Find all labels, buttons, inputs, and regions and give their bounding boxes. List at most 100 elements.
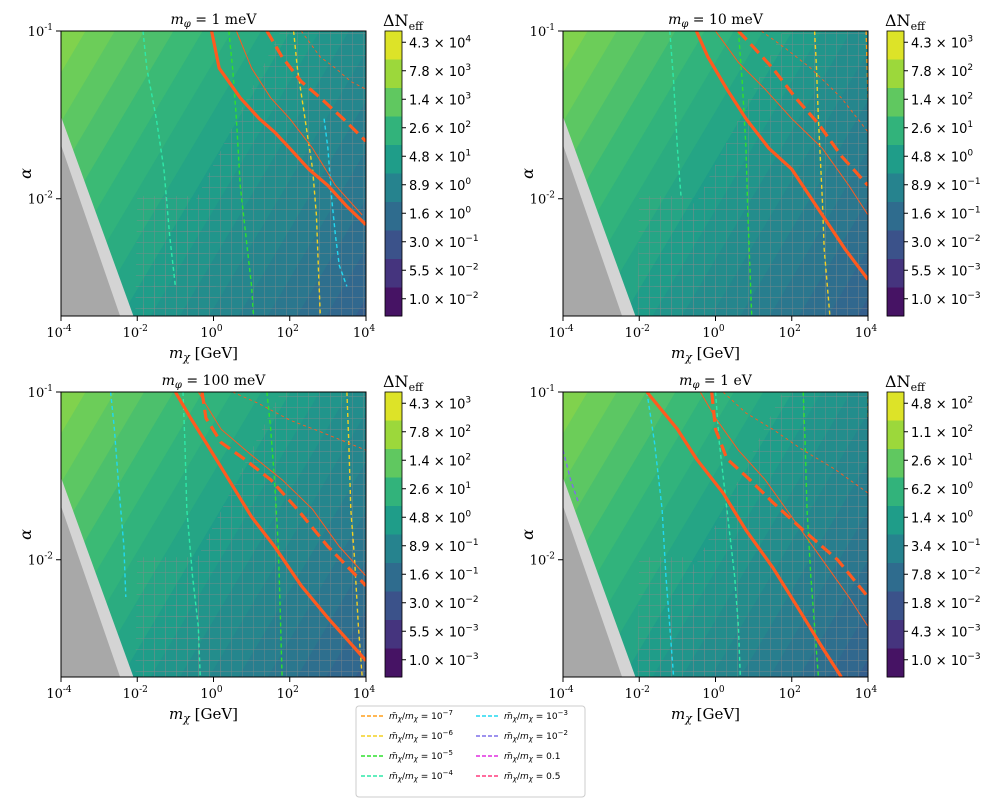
x-tick-label: 10-2 (123, 324, 148, 341)
excluded-dark-region (563, 145, 623, 316)
tick-exponent: -4 (565, 324, 574, 334)
heatmap-band (564, 31, 764, 316)
plot-area (563, 31, 868, 316)
xlabel-unit: [GeV] (190, 344, 238, 362)
excluded-dark-region (563, 506, 623, 677)
tick-base: 10 (548, 326, 565, 341)
tick-base: 10 (123, 687, 140, 702)
colorbar-mantissa: 2.6 × 10 (911, 122, 967, 137)
x-tick-label: 100 (702, 324, 725, 341)
ratio-contour-1e-5 (228, 31, 255, 316)
ratio-contour-1e-4 (142, 31, 177, 287)
colorbar-mantissa: 7.8 × 10 (911, 65, 967, 80)
colorbar-mantissa: 7.8 × 10 (911, 568, 967, 583)
tick-exponent: -4 (63, 324, 72, 334)
legend-exponent: −2 (558, 729, 568, 737)
legend-label: m̃χ/mχ = 10−3 (504, 709, 568, 723)
title-subscript: φ (175, 380, 182, 391)
colorbar-segment (385, 620, 402, 649)
heatmap-band (980, 16, 996, 717)
legend-sym2: m (405, 732, 414, 742)
colorbar-exponent: −3 (465, 652, 478, 662)
tick-exponent: -1 (44, 23, 53, 33)
legend-sym2: m (520, 712, 529, 722)
tick-exponent: 4 (369, 324, 375, 334)
x-tick-label: 102 (277, 685, 299, 702)
plot-area (61, 392, 366, 677)
excluded-dark-region (61, 145, 121, 316)
constraint-thin-line (715, 31, 868, 216)
title-rest: = 100 meV (182, 373, 266, 389)
colorbar-segment (887, 620, 904, 649)
tick-exponent: 2 (293, 685, 299, 695)
colorbar-tick-label: 1.4 × 103 (409, 91, 471, 108)
y-tick-label: 10-1 (28, 384, 53, 401)
colorbar-tick-label: 3.0 × 10−2 (911, 234, 981, 251)
tick-base: 10 (530, 386, 547, 401)
tick-base: 10 (200, 326, 217, 341)
panel-title: mφ = 10 meV (668, 12, 764, 30)
colorbar-label-sub: eff (911, 381, 927, 394)
legend-sub: χ (397, 735, 403, 743)
legend-label: m̃χ/mχ = 0.1 (504, 752, 561, 763)
colorbar-tick-label: 2.6 × 101 (911, 120, 973, 137)
x-axis-label: mχ [GeV] (169, 344, 238, 364)
tick-exponent: -4 (565, 685, 574, 695)
colorbar-segment (385, 145, 402, 174)
legend-sym: m̃ (504, 732, 513, 742)
colorbar-exponent: 1 (967, 120, 973, 130)
title-rest: = 10 meV (688, 12, 763, 28)
x-tick-label: 104 (855, 324, 878, 341)
legend-label: m̃χ/mχ = 10−7 (389, 709, 453, 723)
colorbar-tick-label: 3.0 × 10−2 (409, 595, 479, 612)
colorbar-tick-label: 1.6 × 100 (409, 205, 471, 222)
colorbar-label-main: ΔN (383, 372, 409, 391)
colorbar-exponent: 3 (465, 91, 471, 101)
tick-base: 10 (855, 326, 872, 341)
colorbar-label-main: ΔN (885, 11, 911, 30)
legend-sym2: m (405, 752, 414, 762)
plot-area (61, 31, 366, 316)
panel-title: mφ = 1 eV (679, 373, 753, 391)
tick-base: 10 (28, 25, 45, 40)
legend-sym: m̃ (504, 752, 513, 762)
legend-sym2: m (405, 712, 414, 722)
legend-exponent: −3 (558, 709, 568, 717)
legend-sub2: χ (413, 775, 419, 783)
colorbar-tick-label: 1.0 × 10−3 (911, 652, 981, 669)
colorbar-exponent: 2 (967, 424, 973, 434)
legend-sub2: χ (413, 715, 419, 723)
colorbar-exponent: −1 (967, 538, 980, 548)
tick-exponent: -2 (139, 324, 148, 334)
constraint-dashed (200, 392, 366, 587)
colorbar-segment (385, 477, 402, 507)
xlabel-m: m (169, 344, 183, 362)
legend-slash: / (517, 752, 521, 762)
colorbar-exponent: −1 (967, 177, 980, 187)
heatmap-band (563, 31, 618, 123)
heatmap-band (563, 392, 618, 484)
colorbar-exponent: 1 (465, 148, 471, 158)
legend-sym: m̃ (504, 712, 513, 722)
y-tick-label: 10-2 (530, 191, 555, 208)
colorbar-mantissa: 3.0 × 10 (409, 236, 465, 251)
constraint-solid (174, 392, 366, 662)
x-tick-label: 10-4 (46, 685, 72, 702)
legend-value: = 10 (533, 712, 558, 722)
colorbar-exponent: 2 (465, 424, 471, 434)
constraint-thin-dashed (761, 31, 868, 133)
colorbar-tick-label: 3.4 × 10−1 (911, 538, 981, 555)
xlabel-unit: [GeV] (692, 705, 740, 723)
colorbar-segment (887, 145, 904, 174)
x-tick-label: 102 (779, 685, 801, 702)
colorbar-mantissa: 5.5 × 10 (911, 264, 967, 279)
colorbar-exponent: −3 (967, 262, 980, 272)
xlabel-sub: χ (684, 712, 693, 725)
legend-frame (355, 705, 586, 798)
tick-base: 10 (46, 687, 63, 702)
colorbar-exponent: −2 (967, 595, 980, 605)
panel-title: mφ = 100 meV (162, 373, 267, 391)
colorbar-exponent: −1 (465, 566, 478, 576)
tick-exponent: 2 (795, 324, 801, 334)
